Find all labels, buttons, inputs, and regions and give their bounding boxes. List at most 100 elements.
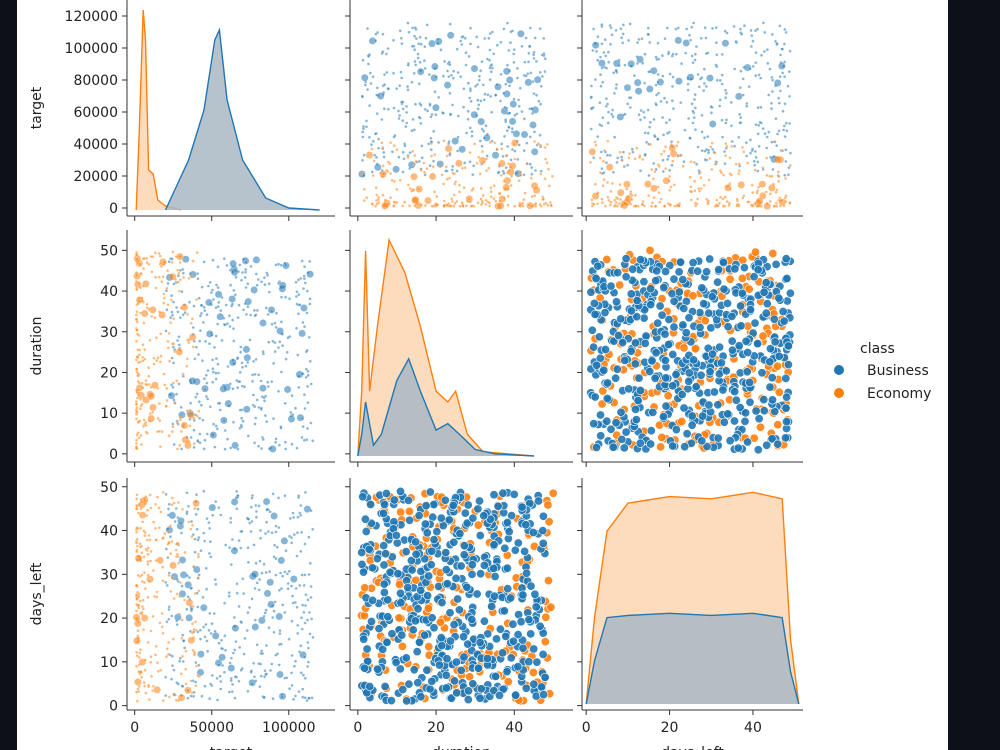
- scatter-point-business: [271, 697, 275, 701]
- scatter-point-economy: [161, 631, 165, 635]
- y-tick-label: 10: [100, 655, 118, 671]
- scatter-point-business: [759, 76, 763, 80]
- scatter-point-business: [429, 500, 439, 510]
- scatter-point-business: [520, 130, 529, 139]
- scatter-point-economy: [452, 204, 456, 208]
- scatter-point-business: [180, 531, 184, 535]
- scatter-point-economy: [470, 188, 474, 192]
- scatter-point-business: [781, 109, 785, 113]
- scatter-point-economy: [755, 204, 759, 208]
- scatter-point-business: [664, 121, 668, 125]
- scatter-point-business: [626, 346, 636, 356]
- scatter-point-business: [671, 107, 675, 111]
- scatter-point-business: [304, 593, 308, 597]
- scatter-point-business: [230, 537, 234, 541]
- scatter-point-business: [593, 261, 603, 271]
- scatter-point-business: [266, 313, 270, 317]
- scatter-point-business: [382, 637, 392, 647]
- scatter-point-business: [449, 676, 459, 686]
- scatter-point-business: [305, 438, 309, 442]
- scatter-point-business: [535, 93, 539, 97]
- scatter-point-business: [197, 296, 201, 300]
- scatter-point-economy: [390, 178, 394, 182]
- scatter-point-business: [303, 542, 307, 546]
- scatter-point-business: [255, 581, 259, 585]
- scatter-point-business: [232, 615, 236, 619]
- scatter-point-economy: [181, 654, 185, 658]
- scatter-point-business: [596, 35, 600, 39]
- scatter-point-economy: [677, 204, 681, 208]
- scatter-point-business: [495, 624, 505, 634]
- scatter-point-business: [627, 38, 631, 42]
- scatter-point-business: [427, 676, 437, 686]
- scatter-point-economy: [438, 165, 442, 169]
- scatter-point-economy: [448, 151, 452, 155]
- scatter-point-business: [166, 513, 170, 517]
- scatter-point-business: [429, 623, 439, 633]
- scatter-point-economy: [606, 163, 614, 171]
- scatter-point-economy: [158, 445, 162, 449]
- scatter-point-business: [220, 638, 224, 642]
- scatter-point-business: [436, 513, 446, 523]
- scatter-point-economy: [137, 670, 141, 674]
- scatter-point-economy: [773, 140, 777, 144]
- scatter-point-economy: [460, 201, 464, 205]
- scatter-point-business: [504, 527, 514, 537]
- scatter-point-business: [184, 581, 192, 589]
- scatter-point-economy: [138, 648, 142, 652]
- scatter-point-business: [278, 340, 282, 344]
- scatter-point-business: [706, 135, 710, 139]
- scatter-point-business: [406, 21, 410, 25]
- scatter-point-business: [206, 369, 210, 373]
- scatter-point-economy: [145, 302, 149, 306]
- scatter-point-economy: [606, 195, 610, 199]
- scatter-point-business: [419, 42, 423, 46]
- scatter-point-economy: [181, 372, 185, 376]
- scatter-point-business: [170, 356, 174, 360]
- scatter-point-business: [467, 569, 477, 579]
- scatter-point-business: [242, 652, 246, 656]
- scatter-point-economy: [196, 674, 200, 678]
- scatter-point-business: [196, 605, 200, 609]
- scatter-point-business: [266, 380, 270, 384]
- scatter-point-economy: [147, 533, 151, 537]
- legend-label-economy: Economy: [867, 386, 931, 402]
- scatter-point-business: [767, 130, 771, 134]
- scatter-point-business: [237, 679, 241, 683]
- scatter-point-business: [765, 135, 769, 139]
- scatter-point-economy: [145, 538, 149, 542]
- scatter-point-economy: [180, 618, 184, 622]
- scatter-point-business: [239, 350, 243, 354]
- scatter-point-economy: [134, 616, 138, 620]
- scatter-point-business: [216, 313, 224, 321]
- scatter-point-business: [166, 281, 170, 285]
- scatter-point-business: [233, 293, 237, 297]
- scatter-point-business: [208, 302, 212, 306]
- scatter-point-business: [759, 406, 769, 416]
- scatter-point-business: [671, 370, 681, 380]
- scatter-point-business: [266, 578, 274, 587]
- scatter-point-business: [290, 442, 294, 446]
- scatter-point-economy: [651, 177, 655, 181]
- scatter-point-economy: [489, 195, 493, 199]
- scatter-point-business: [674, 36, 683, 45]
- scatter-point-business: [359, 634, 369, 644]
- scatter-point-economy: [737, 181, 745, 189]
- scatter-point-business: [664, 339, 674, 349]
- scatter-point-business: [164, 580, 168, 584]
- scatter-point-business: [206, 284, 210, 288]
- scatter-point-business: [722, 150, 726, 154]
- scatter-point-business: [661, 373, 671, 383]
- scatter-point-economy: [509, 184, 513, 188]
- scatter-point-business: [178, 556, 187, 564]
- scatter-point-business: [283, 440, 287, 444]
- scatter-point-business: [749, 29, 753, 33]
- scatter-point-business: [477, 78, 481, 82]
- scatter-point-economy: [425, 167, 429, 171]
- y-tick-label: 30: [100, 567, 118, 583]
- scatter-point-business: [748, 67, 752, 71]
- scatter-point-economy: [135, 433, 139, 437]
- scatter-point-economy: [690, 190, 694, 194]
- scatter-point-business: [710, 26, 714, 30]
- scatter-point-economy: [178, 278, 182, 282]
